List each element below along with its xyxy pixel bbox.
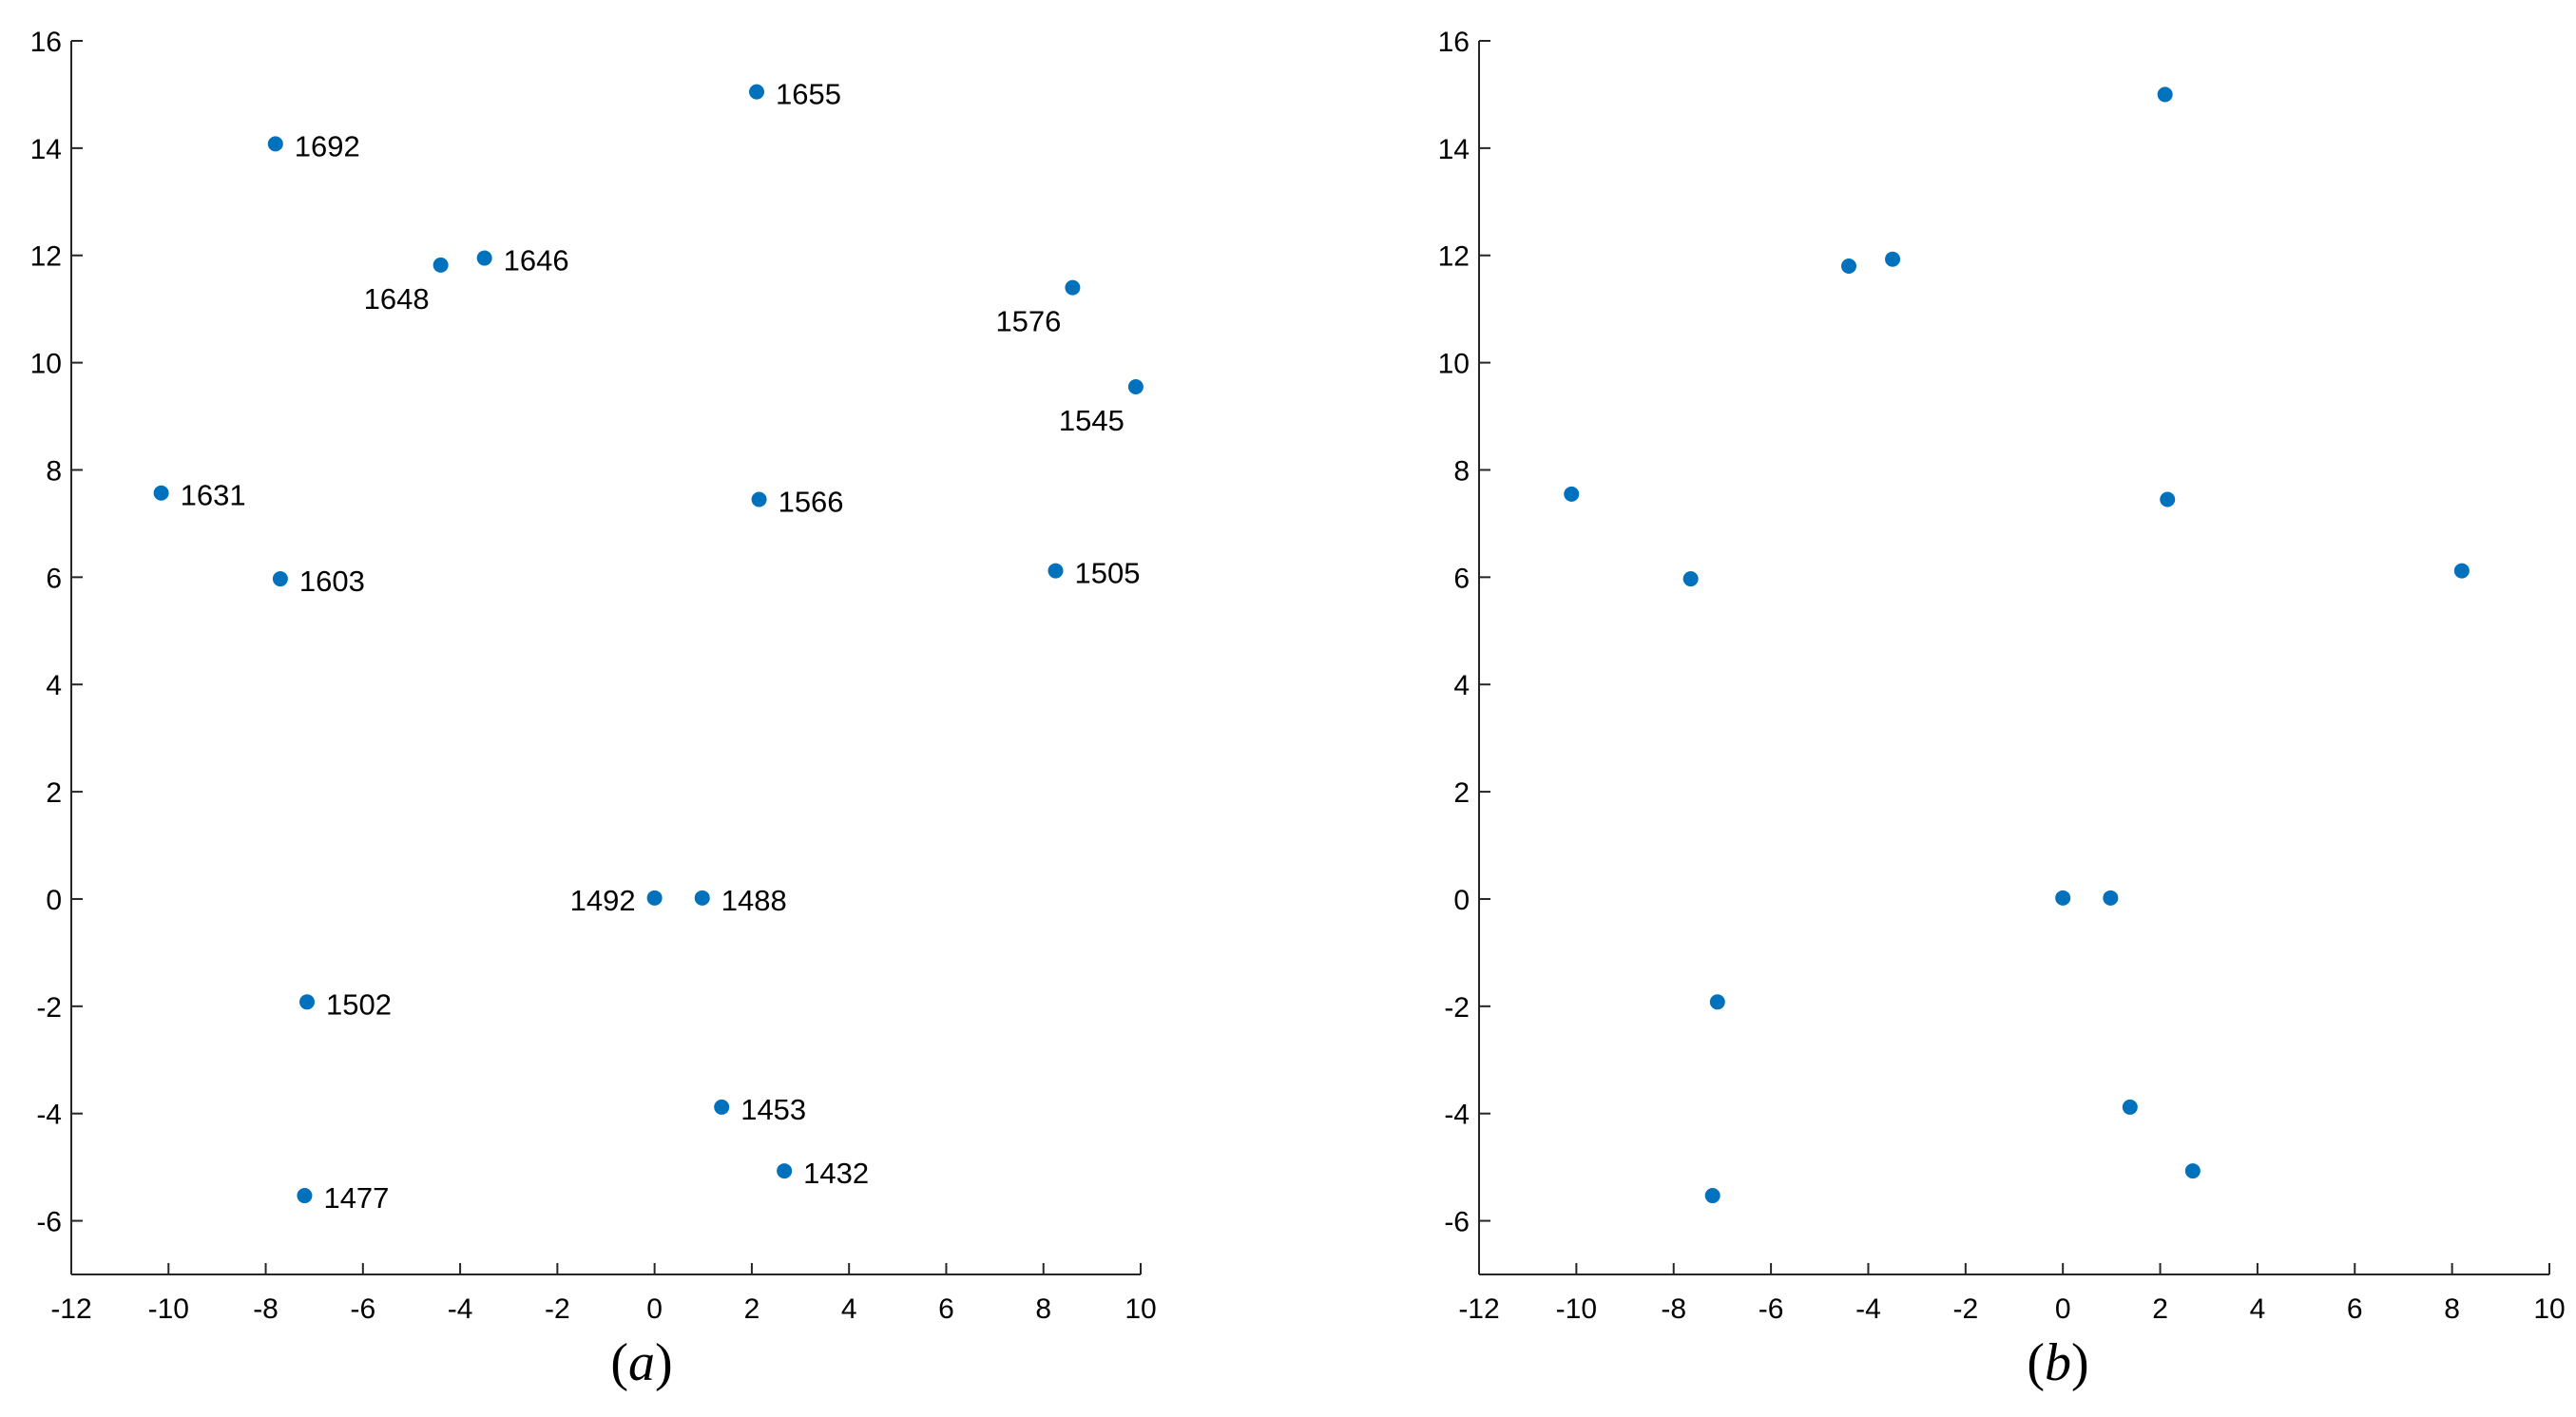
y-tick-label: -2 [1444,992,1470,1024]
x-tick-label: 10 [2533,1293,2565,1325]
x-tick-label: -2 [545,1293,570,1325]
point-label: 1646 [504,244,569,278]
y-tick-label: 0 [46,885,62,916]
y-tick-label: -4 [1444,1100,1470,1131]
y-tick-label: 4 [46,670,62,701]
data-point [433,257,449,273]
data-point [1704,1188,1721,1204]
y-tick-label: 10 [30,349,62,380]
y-tick-label: -4 [36,1100,62,1131]
data-point [1709,994,1725,1010]
y-tick-label: 16 [1438,27,1470,58]
data-point [2055,890,2071,906]
panel-caption: (b) [2027,1333,2088,1392]
point-label: 1566 [779,486,844,519]
point-label: 1631 [181,479,246,512]
data-point [2453,563,2470,579]
data-point [297,1188,313,1204]
x-tick-label: -10 [1556,1293,1597,1325]
x-tick-label: -10 [148,1293,189,1325]
data-point [777,1163,793,1179]
y-tick-label: -2 [36,992,62,1024]
y-tick-label: 0 [1453,885,1470,916]
panel-b: -12 -10 -8 -6 -4 -2 0 2 4 6 8 10 -6 -4 -2 0 2 4 6 8 10 12 14 16… [1438,27,2566,1392]
data-point [1885,251,1901,267]
point-label: 1576 [995,305,1061,338]
y-tick-label: -6 [36,1207,62,1238]
y-tick-label: 12 [1438,241,1470,273]
data-point [2122,1099,2138,1115]
data-point [267,136,283,152]
x-tick-label: -6 [1759,1293,1784,1325]
data-point [1127,379,1144,395]
data-point [476,250,492,266]
y-tick-label: 10 [1438,349,1470,380]
x-tick-label: 0 [2055,1293,2071,1325]
panel-a: -12 -10 -8 -6 -4 -2 0 2 4 6 8 10 -6 -4 -2 0 2 4 6 8 10 12 14 16… [30,27,1157,1392]
x-tick-label: 4 [2250,1293,2266,1325]
data-point [2103,890,2119,906]
point-label: 1505 [1075,557,1141,590]
x-tick-label: 4 [841,1293,857,1325]
data-point [1840,259,1856,275]
x-tick-label: 10 [1125,1293,1156,1325]
data-point [299,994,316,1010]
x-tick-label: 8 [2444,1293,2460,1325]
x-tick-label: -12 [50,1293,91,1325]
y-tick-label: 6 [46,563,62,594]
point-label: 1477 [323,1181,389,1215]
data-point [2184,1163,2201,1179]
point-label: 1692 [295,129,360,163]
data-point [1682,571,1699,587]
y-tick-label: 16 [30,27,62,58]
x-tick-label: 6 [938,1293,954,1325]
y-tick-label: -6 [1444,1207,1470,1238]
data-point [272,571,288,587]
data-point [1564,486,1580,502]
point-label: 1603 [299,565,365,598]
data-point [714,1099,730,1115]
data-point [646,890,663,906]
y-tick-label: 14 [1438,134,1470,165]
y-tick-label: 12 [30,241,62,273]
x-tick-label: -8 [1661,1293,1686,1325]
x-tick-label: 0 [646,1293,663,1325]
y-tick-label: 14 [30,134,62,165]
data-point [1065,279,1081,296]
x-tick-label: 8 [1035,1293,1051,1325]
y-tick-label: 8 [1453,455,1470,487]
data-point [749,84,765,100]
y-tick-label: 2 [46,777,62,809]
data-point [751,491,767,507]
x-tick-label: 2 [2152,1293,2168,1325]
x-tick-label: -4 [1855,1293,1881,1325]
x-tick-label: 6 [2347,1293,2363,1325]
x-tick-label: -6 [350,1293,375,1325]
x-tick-label: -2 [1952,1293,1978,1325]
x-tick-label: 2 [744,1293,760,1325]
x-tick-label: -4 [448,1293,473,1325]
point-label: 1655 [776,78,841,111]
panel-caption: (a) [610,1333,672,1392]
point-label: 1488 [721,884,787,917]
x-tick-label: -8 [253,1293,279,1325]
x-tick-label: -12 [1458,1293,1499,1325]
point-label: 1453 [740,1093,806,1126]
y-tick-label: 4 [1453,670,1470,701]
point-label: 1492 [570,884,636,917]
data-point [2160,491,2176,507]
y-tick-label: 6 [1453,563,1470,594]
point-label: 1545 [1059,404,1125,437]
data-point [2157,86,2173,103]
y-tick-label: 2 [1453,777,1470,809]
y-tick-label: 8 [46,455,62,487]
data-point [153,485,169,501]
data-point [694,890,710,906]
point-label: 1432 [803,1157,869,1190]
data-point [1048,563,1064,579]
point-label: 1502 [326,987,392,1021]
point-label: 1648 [364,282,430,316]
